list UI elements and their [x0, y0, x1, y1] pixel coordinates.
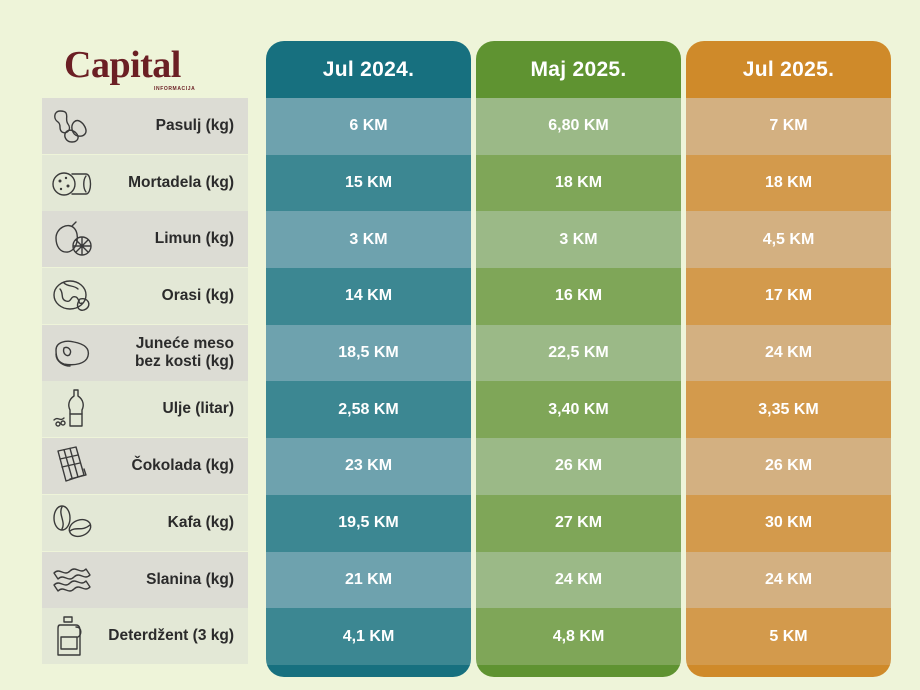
- price-cell: 6,80 KM: [476, 98, 681, 155]
- price-cell: 17 KM: [686, 268, 891, 325]
- price-cell: 19,5 KM: [266, 494, 471, 552]
- label-text: Čokolada (kg): [131, 457, 234, 475]
- walnut-icon: [53, 280, 90, 312]
- bacon-icon: [53, 567, 91, 592]
- logo-tagline: INFORMACIJA: [154, 86, 196, 92]
- price-cell: 3,40 KM: [476, 381, 681, 439]
- price-cell: 6 KM: [266, 98, 471, 155]
- label-text: Kafa (kg): [167, 513, 234, 531]
- price-cell: 22,5 KM: [476, 324, 681, 382]
- column-cells: 7 KM 18 KM 4,5 KM 17 KM 24 KM 3,35 KM 26 KM 30 …: [686, 98, 891, 665]
- price-cell: 3,35 KM: [686, 381, 891, 439]
- price-cell: 16 KM: [476, 268, 681, 325]
- label-row-slanina: Slanina (kg): [42, 551, 248, 608]
- label-text: Orasi (kg): [161, 287, 234, 305]
- column-header: Maj 2025.: [476, 41, 681, 98]
- price-cell: 18 KM: [686, 154, 891, 212]
- chocolate-icon: [57, 446, 87, 482]
- column-jul-2025: Jul 2025. 7 KM 18 KM 4,5 KM 17 KM 24 KM 3,35 …: [686, 41, 891, 677]
- price-cell: 24 KM: [476, 551, 681, 609]
- label-row-orasi: Orasi (kg): [42, 268, 248, 325]
- label-text: Ulje (litar): [162, 400, 234, 418]
- price-cell: 23 KM: [266, 438, 471, 495]
- price-cell: 27 KM: [476, 494, 681, 552]
- mortadella-icon: [52, 171, 92, 196]
- label-text: Slanina (kg): [146, 570, 234, 588]
- oil-bottle-icon: [53, 389, 84, 428]
- label-row-cokolada: Čokolada (kg): [42, 438, 248, 495]
- label-row-limun: Limun (kg): [42, 211, 248, 268]
- detergent-icon: [57, 616, 82, 656]
- column-cells: 6 KM 15 KM 3 KM 14 KM 18,5 KM 2,58 KM 23 KM 19,…: [266, 98, 471, 665]
- price-cell: 4,1 KM: [266, 608, 471, 665]
- price-cell: 15 KM: [266, 154, 471, 212]
- price-cell: 7 KM: [686, 98, 891, 155]
- label-text: Deterdžent (3 kg): [108, 627, 234, 645]
- label-row-pasulj: Pasulj (kg): [42, 98, 248, 154]
- lemon-icon: [55, 221, 92, 257]
- column-cells: 6,80 KM 18 KM 3 KM 16 KM 22,5 KM 3,40 KM 26 KM…: [476, 98, 681, 665]
- steak-icon: [55, 340, 90, 367]
- price-cell: 3 KM: [476, 211, 681, 269]
- column-footer: [266, 664, 471, 677]
- label-text: Juneće meso bez kosti (kg): [134, 334, 234, 370]
- label-row-deterdzent: Deterdžent (3 kg): [42, 608, 248, 665]
- label-text: Mortadela (kg): [128, 173, 234, 191]
- price-cell: 2,58 KM: [266, 381, 471, 439]
- column-footer: [686, 664, 891, 677]
- capital-logo: INFORMACIJA Capital: [64, 40, 204, 92]
- price-cell: 26 KM: [686, 438, 891, 495]
- column-header: Jul 2024.: [266, 41, 471, 98]
- price-cell: 24 KM: [686, 551, 891, 609]
- price-cell: 4,8 KM: [476, 608, 681, 665]
- column-jul-2024: Jul 2024. 6 KM 15 KM 3 KM 14 KM 18,5 KM 2,58 …: [266, 41, 471, 677]
- label-row-junece-meso: Juneće meso bez kosti (kg): [42, 324, 248, 381]
- label-row-kafa: Kafa (kg): [42, 494, 248, 551]
- price-cell: 30 KM: [686, 494, 891, 552]
- price-cell: 5 KM: [686, 608, 891, 665]
- price-cell: 21 KM: [266, 551, 471, 609]
- label-row-ulje: Ulje (litar): [42, 381, 248, 438]
- label-row-mortadela: Mortadela (kg): [42, 154, 248, 211]
- product-labels: Pasulj (kg) Mortadela (kg) Limun (kg) Or…: [42, 98, 248, 665]
- price-cell: 3 KM: [266, 211, 471, 269]
- price-cell: 18,5 KM: [266, 324, 471, 382]
- price-cell: 18 KM: [476, 154, 681, 212]
- price-cell: 24 KM: [686, 324, 891, 382]
- column-footer: [476, 664, 681, 677]
- logo-wordmark: Capital: [64, 44, 181, 86]
- column-maj-2025: Maj 2025. 6,80 KM 18 KM 3 KM 16 KM 22,5 KM 3,…: [476, 41, 681, 677]
- coffee-bean-icon: [53, 505, 92, 537]
- label-text: Limun (kg): [154, 230, 234, 248]
- price-cell: 14 KM: [266, 268, 471, 325]
- price-cell: 4,5 KM: [686, 211, 891, 269]
- beans-icon: [54, 110, 87, 143]
- price-cell: 26 KM: [476, 438, 681, 495]
- column-header: Jul 2025.: [686, 41, 891, 98]
- label-text: Pasulj (kg): [155, 117, 234, 134]
